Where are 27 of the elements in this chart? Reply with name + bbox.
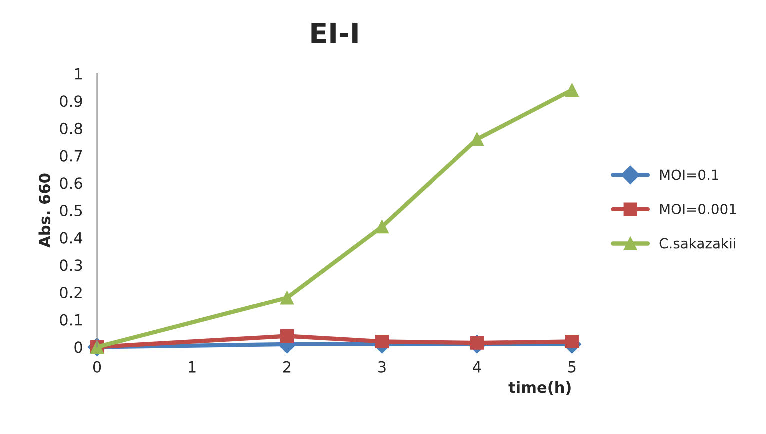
point xyxy=(565,83,579,97)
y-tick-label: 0.1 xyxy=(60,314,82,326)
x-tick-label: 4 xyxy=(473,362,482,373)
y-tick-label: 0.4 xyxy=(60,232,83,244)
x-axis-title: time(h) xyxy=(508,381,571,396)
y-axis-title: Abs. 660 xyxy=(38,174,51,248)
point xyxy=(375,220,390,234)
legend-label: MOI=0.1 xyxy=(660,170,718,180)
chart-title: EI-I xyxy=(312,22,358,44)
y-tick-label: 0.9 xyxy=(60,96,82,108)
y-tick-label: 0 xyxy=(74,342,82,354)
x-tick-label: 0 xyxy=(93,361,102,373)
y-tick-label: 0.8 xyxy=(60,122,82,134)
x-tick-label: 2 xyxy=(284,361,291,373)
x-tick-label: 1 xyxy=(189,362,196,373)
point xyxy=(280,329,294,344)
x-tick-label: 5 xyxy=(568,362,576,373)
y-tick-label: 0.5 xyxy=(60,204,82,217)
y-tick-label: 1 xyxy=(75,68,82,80)
point xyxy=(280,291,294,305)
y-tick-label: 0.7 xyxy=(60,150,82,162)
legend-label: C.sakazakii xyxy=(660,238,736,249)
y-tick-label: 0.3 xyxy=(60,260,82,272)
y-tick-label: 0.2 xyxy=(60,286,82,299)
y-tick-label: 0.6 xyxy=(60,178,82,190)
x-tick-label: 3 xyxy=(378,361,386,373)
legend-label: MOI=0.001 xyxy=(660,204,736,215)
